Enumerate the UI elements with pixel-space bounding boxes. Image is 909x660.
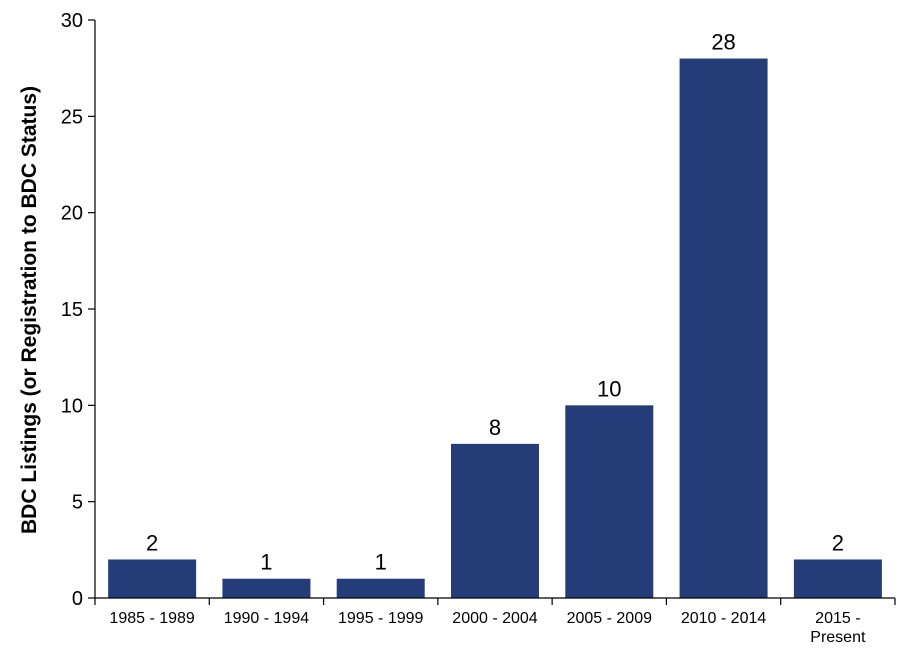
data-label-4: 10 [597,376,621,401]
data-label-2: 1 [375,550,387,575]
y-tick-label-1: 5 [72,492,83,514]
y-axis-title: BDC Listings (or Registration to BDC Sta… [18,86,41,534]
x-tick-label-3: 2000 - 2004 [452,610,538,627]
y-tick-label-2: 10 [61,395,83,417]
y-tick-label-0: 0 [72,588,83,610]
bar-6 [793,559,882,598]
bars-layer [108,58,882,598]
x-tick-label-2: 1995 - 1999 [338,610,424,627]
y-tick-label-6: 30 [61,10,83,32]
y-tick-label-4: 20 [61,203,83,225]
bar-5 [679,58,768,598]
data-label-0: 2 [146,530,158,555]
data-label-1: 1 [260,550,272,575]
x-tick-label-5: 2010 - 2014 [681,610,767,627]
data-label-6: 2 [832,530,844,555]
x-tick-label-0: 1985 - 1989 [109,610,195,627]
x-tick-label-6: 2015 -Present [810,610,866,646]
bar-3 [451,443,539,598]
bar-2 [336,578,425,598]
bar-0 [108,559,197,598]
data-label-5: 28 [711,30,735,55]
y-tick-label-3: 15 [61,299,83,321]
bar-1 [222,578,311,598]
x-tick-label-1: 1990 - 1994 [224,610,310,627]
x-tick-label-4: 2005 - 2009 [567,610,653,627]
bar-4 [565,405,654,598]
axis-layer: 0 5 10 15 20 25 30 1985 - 1989 1990 - 1994 1995 -… [61,10,896,646]
data-label-3: 8 [489,415,501,440]
y-tick-label-5: 25 [61,106,83,128]
labels-layer: 2 1 1 8 10 28 2 [146,30,844,575]
